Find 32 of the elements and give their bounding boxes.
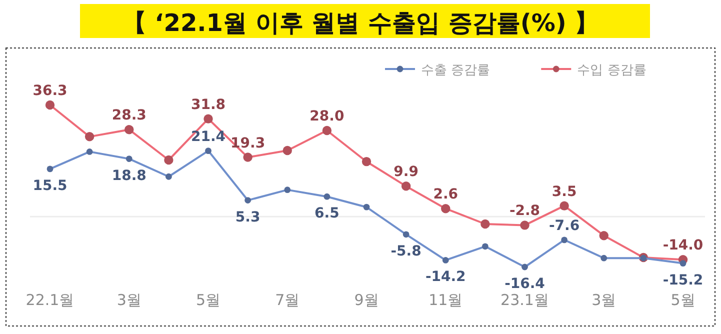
data-label: 28.0 (310, 108, 344, 125)
data-label: 15.5 (32, 178, 68, 194)
x-tick-label: 11월 (428, 291, 463, 309)
data-label: -2.8 (509, 203, 540, 220)
data-label: -15.2 (662, 272, 704, 288)
x-tick-label: 22.1월 (26, 291, 74, 309)
data-label: -5.8 (390, 243, 422, 260)
data-label: 19.3 (230, 135, 266, 152)
data-label: 6.5 (314, 206, 340, 222)
data-label: -14.0 (662, 238, 704, 254)
x-tick-label: 9월 (354, 291, 379, 309)
data-label: 31.8 (190, 96, 226, 113)
x-tick-label: 23.1월 (500, 291, 549, 309)
data-label: 3.5 (552, 184, 577, 200)
x-tick-label: 3월 (116, 291, 142, 309)
data-label: 18.8 (112, 168, 146, 184)
data-label: -7.6 (549, 218, 580, 234)
data-label: 21.4 (190, 128, 226, 145)
legend-label: 수입 증감률 (577, 63, 646, 78)
data-label: 2.6 (433, 186, 458, 203)
x-tick-label: 3월 (592, 291, 616, 309)
data-label: 9.9 (394, 164, 418, 180)
x-tick-label: 7월 (275, 291, 300, 309)
data-label: 28.3 (112, 108, 146, 124)
x-tick-label: 5월 (670, 291, 696, 309)
data-label: 36.3 (32, 83, 68, 99)
legend-label: 수출 증감률 (421, 63, 490, 78)
chart-title: 【 ‘22.1월 이후 월별 수출입 증감률(%) 】 (122, 9, 599, 37)
data-label: -16.4 (504, 276, 546, 292)
data-label: -14.2 (425, 269, 466, 286)
data-label: 5.3 (235, 209, 260, 226)
x-tick-label: 5월 (196, 291, 221, 309)
